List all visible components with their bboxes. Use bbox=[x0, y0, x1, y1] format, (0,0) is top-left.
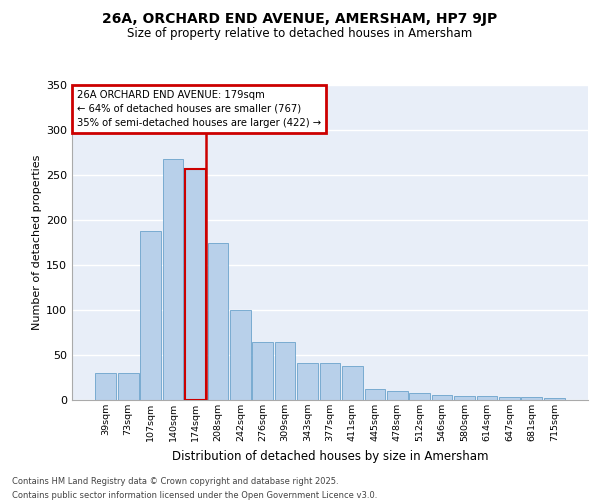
Text: 26A ORCHARD END AVENUE: 179sqm
← 64% of detached houses are smaller (767)
35% of: 26A ORCHARD END AVENUE: 179sqm ← 64% of … bbox=[77, 90, 321, 128]
Bar bbox=[230, 310, 251, 400]
Bar bbox=[365, 389, 385, 400]
Bar bbox=[185, 168, 206, 400]
Bar bbox=[163, 159, 184, 400]
Text: Size of property relative to detached houses in Amersham: Size of property relative to detached ho… bbox=[127, 28, 473, 40]
Bar bbox=[409, 393, 430, 400]
Bar bbox=[544, 398, 565, 400]
Bar bbox=[185, 168, 206, 400]
Bar bbox=[454, 396, 475, 400]
Text: Contains public sector information licensed under the Open Government Licence v3: Contains public sector information licen… bbox=[12, 491, 377, 500]
Bar bbox=[118, 373, 139, 400]
Bar bbox=[140, 231, 161, 400]
Bar bbox=[95, 373, 116, 400]
Text: Contains HM Land Registry data © Crown copyright and database right 2025.: Contains HM Land Registry data © Crown c… bbox=[12, 478, 338, 486]
Bar bbox=[253, 342, 273, 400]
X-axis label: Distribution of detached houses by size in Amersham: Distribution of detached houses by size … bbox=[172, 450, 488, 462]
Bar bbox=[297, 363, 318, 400]
Bar bbox=[275, 342, 295, 400]
Bar bbox=[342, 366, 363, 400]
Bar bbox=[320, 363, 340, 400]
Y-axis label: Number of detached properties: Number of detached properties bbox=[32, 155, 42, 330]
Text: 26A, ORCHARD END AVENUE, AMERSHAM, HP7 9JP: 26A, ORCHARD END AVENUE, AMERSHAM, HP7 9… bbox=[103, 12, 497, 26]
Bar bbox=[432, 394, 452, 400]
Bar bbox=[476, 396, 497, 400]
Bar bbox=[387, 391, 407, 400]
Bar bbox=[521, 398, 542, 400]
Bar bbox=[499, 398, 520, 400]
Bar bbox=[208, 244, 228, 400]
